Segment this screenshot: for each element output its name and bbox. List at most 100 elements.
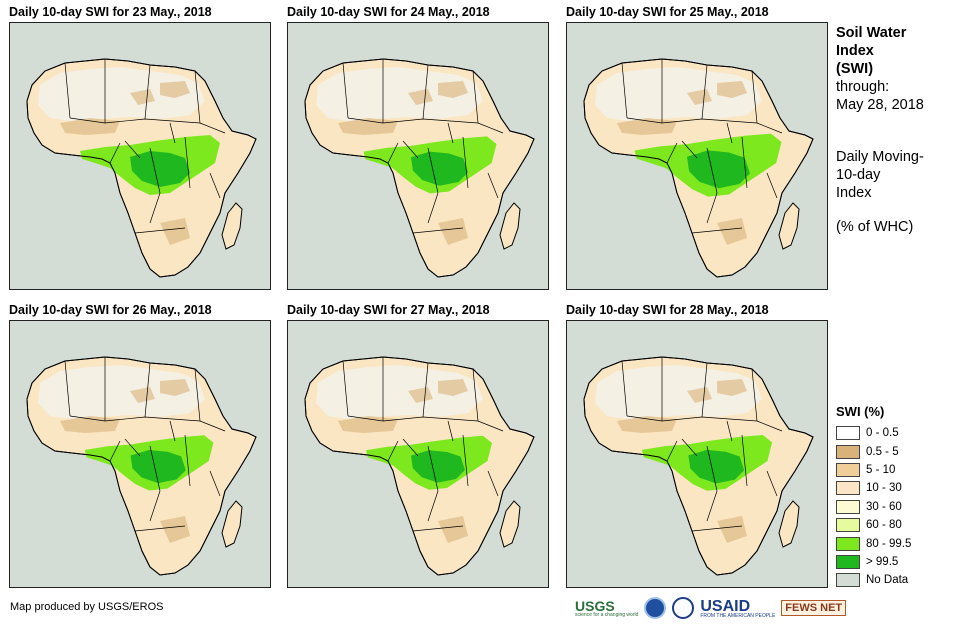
country-border <box>149 147 161 194</box>
legend-swatch <box>836 518 860 533</box>
legend-item: 0 - 0.5 <box>836 424 911 442</box>
sidebar-title: Index <box>836 43 874 59</box>
country-border <box>472 70 479 124</box>
country-border <box>134 227 186 234</box>
country-border <box>412 525 464 532</box>
madagascar <box>499 202 521 250</box>
madagascar <box>778 202 800 250</box>
legend-label: 5 - 10 <box>866 463 896 476</box>
country-border <box>726 122 733 144</box>
country-border <box>109 440 121 462</box>
country-border <box>462 136 469 189</box>
swi-map <box>287 22 549 290</box>
map-panel: Daily 10-day SWI for 23 May., 2018 <box>9 5 271 290</box>
country-border <box>701 362 708 418</box>
country-border <box>706 192 718 224</box>
map-panel: Daily 10-day SWI for 27 May., 2018 <box>287 303 549 588</box>
seal-logo <box>672 597 695 619</box>
country-border <box>427 192 439 224</box>
country-border <box>184 434 191 487</box>
panel-title: Daily 10-day SWI for 25 May., 2018 <box>566 5 769 19</box>
dry-soil-patch <box>408 89 433 105</box>
country-border <box>741 434 748 487</box>
sahara-region <box>38 67 205 121</box>
units-label: (% of WHC) <box>836 219 914 235</box>
country-border <box>487 172 499 199</box>
sahara-region <box>316 365 483 419</box>
madagascar <box>221 202 243 250</box>
through-label: through: <box>836 79 890 95</box>
legend-label: 0.5 - 5 <box>866 445 899 458</box>
country-border <box>109 142 121 164</box>
description: 10-day <box>836 167 881 183</box>
swi-map <box>287 320 549 588</box>
legend-swatch <box>836 536 860 551</box>
map-panel: Daily 10-day SWI for 25 May., 2018 <box>566 5 828 290</box>
dry-soil-patch <box>130 387 155 403</box>
legend-swatch <box>836 444 860 459</box>
country-border <box>427 445 439 492</box>
country-border <box>766 172 778 199</box>
legend-item: 5 - 10 <box>836 461 911 479</box>
legend-label: > 99.5 <box>866 555 899 568</box>
usaid-tagline: FROM THE AMERICAN PEOPLE <box>700 612 776 619</box>
swi-map <box>566 320 828 588</box>
sidebar-info: Soil Water Index (SWI) through: May 28, … <box>836 24 924 236</box>
country-border <box>64 62 71 119</box>
dry-soil-patch <box>160 218 190 245</box>
country-border <box>706 445 718 492</box>
map-panel: Daily 10-day SWI for 24 May., 2018 <box>287 5 549 290</box>
legend-label: No Data <box>866 574 909 587</box>
country-border <box>124 438 141 457</box>
country-border <box>741 136 748 189</box>
legend-swatch <box>836 481 860 496</box>
sidebar-title: (SWI) <box>836 61 874 77</box>
fews-net-logo: FEWS NET <box>781 600 847 616</box>
country-border <box>169 122 176 144</box>
coastline <box>26 58 257 278</box>
country-border <box>422 64 429 120</box>
through-date: May 28, 2018 <box>836 97 924 113</box>
country-border <box>144 362 151 418</box>
credit-text: Map produced by USGS/EROS <box>10 601 164 613</box>
panel-title: Daily 10-day SWI for 23 May., 2018 <box>9 5 212 19</box>
sahara-region <box>595 365 762 419</box>
country-border <box>199 420 226 432</box>
panel-title: Daily 10-day SWI for 27 May., 2018 <box>287 303 490 317</box>
country-border <box>626 117 758 124</box>
sahara-region <box>316 67 483 121</box>
country-border <box>144 64 151 120</box>
country-border <box>621 360 628 417</box>
legend-label: 0 - 0.5 <box>866 427 899 440</box>
dry-soil-patch <box>130 89 155 105</box>
country-border <box>387 142 399 164</box>
country-border <box>626 415 758 422</box>
panel-title: Daily 10-day SWI for 26 May., 2018 <box>9 303 212 317</box>
country-border <box>427 147 439 194</box>
country-border <box>347 117 479 124</box>
panel-title: Daily 10-day SWI for 28 May., 2018 <box>566 303 769 317</box>
country-border <box>209 172 221 199</box>
legend-swatch <box>836 426 860 441</box>
country-border <box>666 440 678 462</box>
country-border <box>706 147 718 194</box>
coastline <box>304 356 535 576</box>
sidebar-title: Soil Water <box>836 25 907 41</box>
country-border <box>412 227 464 234</box>
dry-soil-patch <box>717 218 747 245</box>
saturated-soil-region <box>130 449 186 484</box>
legend-label: 10 - 30 <box>866 482 902 495</box>
dry-soil-patch <box>160 81 190 98</box>
legend-swatch <box>836 462 860 477</box>
legend: SWI (%) 0 - 0.5 0.5 - 5 5 - 10 10 - 30 30 - … <box>836 404 911 590</box>
country-border <box>149 490 161 522</box>
saturated-soil-region <box>130 151 190 187</box>
country-border <box>209 470 221 497</box>
madagascar <box>778 500 800 548</box>
country-border <box>69 415 201 422</box>
legend-title: SWI (%) <box>836 404 885 419</box>
dry-soil-patch <box>717 379 747 396</box>
legend-item: 30 - 60 <box>836 498 911 516</box>
sahara-region <box>38 365 205 419</box>
country-border <box>447 420 454 442</box>
